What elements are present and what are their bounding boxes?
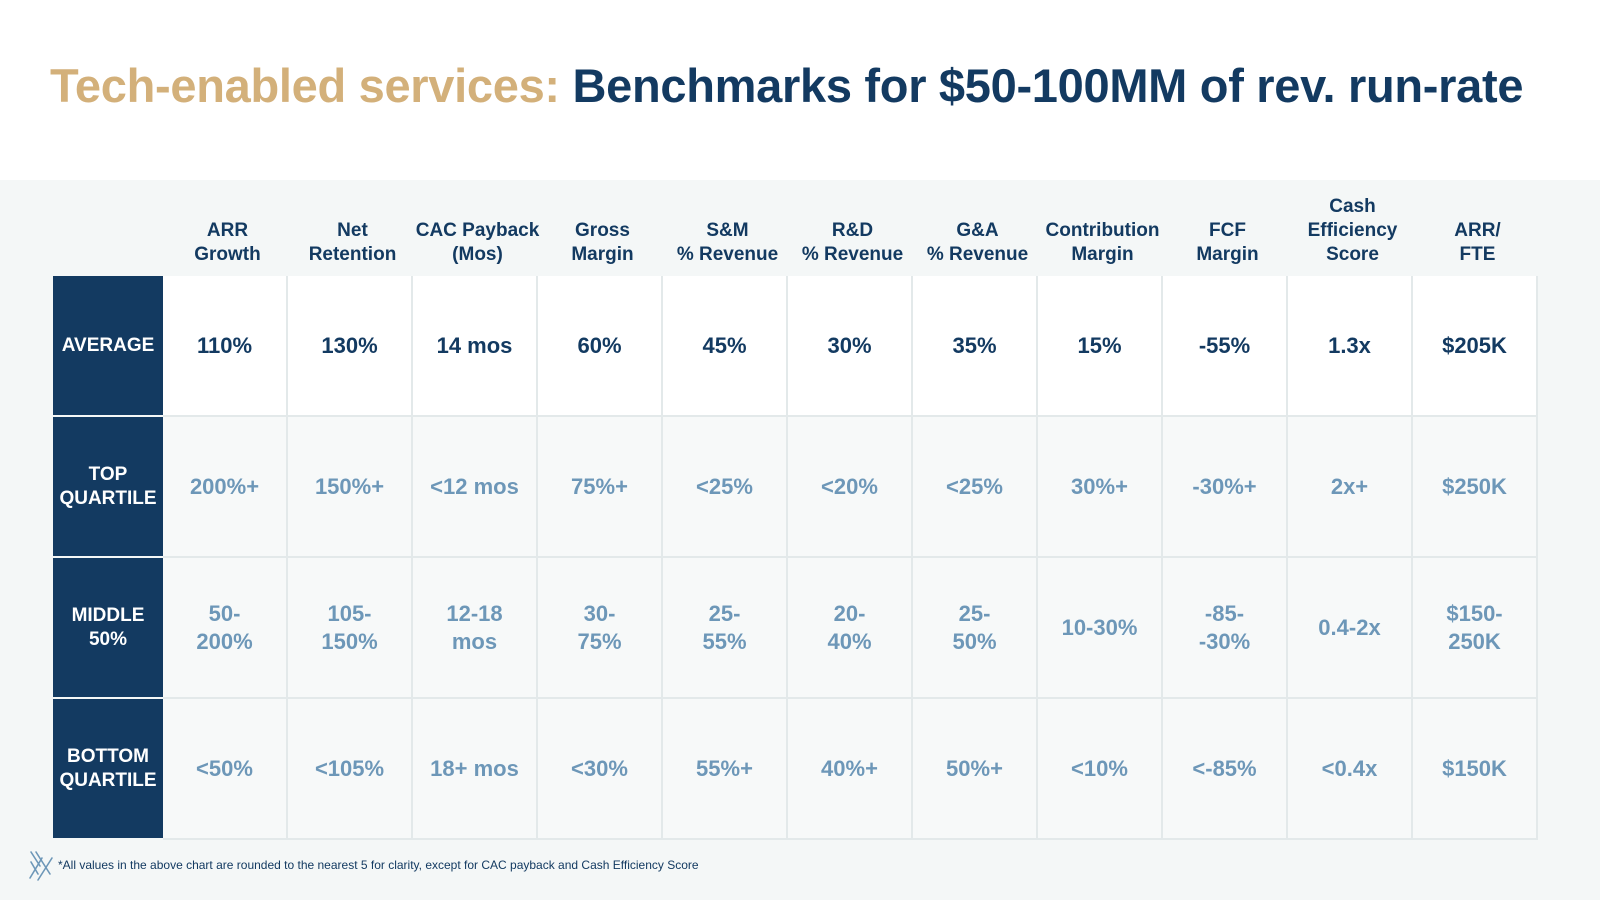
- table-cell: <30%: [538, 699, 663, 840]
- column-header: G&A % Revenue: [926, 220, 1029, 265]
- table-cell: 50- 200%: [163, 558, 288, 699]
- footer: *All values in the above chart are round…: [28, 848, 699, 882]
- table-cell: -55%: [1163, 276, 1288, 417]
- title-main: Benchmarks for $50-100MM of rev. run-rat…: [572, 59, 1524, 112]
- table-cell: 40%+: [788, 699, 913, 840]
- table-cell: -30%+: [1163, 417, 1288, 558]
- table-cell: <25%: [913, 417, 1038, 558]
- benchmark-table: AVERAGE 110% 130% 14 mos 60% 45% 30% 35% 15% -55%…: [53, 276, 1538, 840]
- page-title: Tech-enabled services: Benchmarks for $5…: [50, 58, 1523, 113]
- table-cell: 1.3x: [1288, 276, 1413, 417]
- table-cell: 14 mos: [413, 276, 538, 417]
- slash-logo-icon: [29, 851, 53, 881]
- column-header: CAC Payback (Mos): [415, 220, 540, 265]
- column-header: FCF Margin: [1196, 220, 1259, 265]
- table-cell: -85- -30%: [1163, 558, 1288, 699]
- table-cell: 25- 55%: [663, 558, 788, 699]
- table-cell: 30- 75%: [538, 558, 663, 699]
- table-cell: 105- 150%: [288, 558, 413, 699]
- table-cell: 30%: [788, 276, 913, 417]
- column-header: Cash Efficiency Score: [1307, 196, 1398, 265]
- table-cell: 10-30%: [1038, 558, 1163, 699]
- table-cell: 110%: [163, 276, 288, 417]
- column-header: Net Retention: [308, 220, 397, 265]
- table-cell: 75%+: [538, 417, 663, 558]
- table-cell: <-85%: [1163, 699, 1288, 840]
- row-label: BOTTOM QUARTILE: [53, 699, 163, 840]
- table-cell: $150- 250K: [1413, 558, 1538, 699]
- column-headers: ARR Growth Net Retention CAC Payback (Mos)…: [165, 195, 1540, 270]
- table-cell: <25%: [663, 417, 788, 558]
- row-label: TOP QUARTILE: [53, 417, 163, 558]
- table-cell: <12 mos: [413, 417, 538, 558]
- table-cell: <50%: [163, 699, 288, 840]
- table-cell: 12-18 mos: [413, 558, 538, 699]
- row-label: AVERAGE: [53, 276, 163, 417]
- table-cell: 60%: [538, 276, 663, 417]
- table-cell: $250K: [1413, 417, 1538, 558]
- column-header: ARR/ FTE: [1454, 220, 1501, 265]
- column-header: R&D % Revenue: [801, 220, 904, 265]
- table-cell: 50%+: [913, 699, 1038, 840]
- column-header: Gross Margin: [571, 220, 634, 265]
- table-cell: <10%: [1038, 699, 1163, 840]
- table-cell: 45%: [663, 276, 788, 417]
- table-cell: 200%+: [163, 417, 288, 558]
- table-cell: <0.4x: [1288, 699, 1413, 840]
- table-cell: 25- 50%: [913, 558, 1038, 699]
- table-cell: 15%: [1038, 276, 1163, 417]
- table-cell: 35%: [913, 276, 1038, 417]
- table-cell: $205K: [1413, 276, 1538, 417]
- table-cell: 130%: [288, 276, 413, 417]
- footnote: *All values in the above chart are round…: [58, 858, 699, 872]
- table-cell: 0.4-2x: [1288, 558, 1413, 699]
- table-cell: 20- 40%: [788, 558, 913, 699]
- table-cell: <105%: [288, 699, 413, 840]
- row-label: MIDDLE 50%: [53, 558, 163, 699]
- column-header: Contribution Margin: [1045, 220, 1160, 265]
- table-cell: 2x+: [1288, 417, 1413, 558]
- table-cell: 55%+: [663, 699, 788, 840]
- table-cell: $150K: [1413, 699, 1538, 840]
- table-cell: 18+ mos: [413, 699, 538, 840]
- table-cell: 30%+: [1038, 417, 1163, 558]
- table-cell: 150%+: [288, 417, 413, 558]
- title-accent: Tech-enabled services:: [50, 59, 560, 112]
- column-header: ARR Growth: [194, 220, 261, 265]
- column-header: S&M % Revenue: [676, 220, 779, 265]
- table-cell: <20%: [788, 417, 913, 558]
